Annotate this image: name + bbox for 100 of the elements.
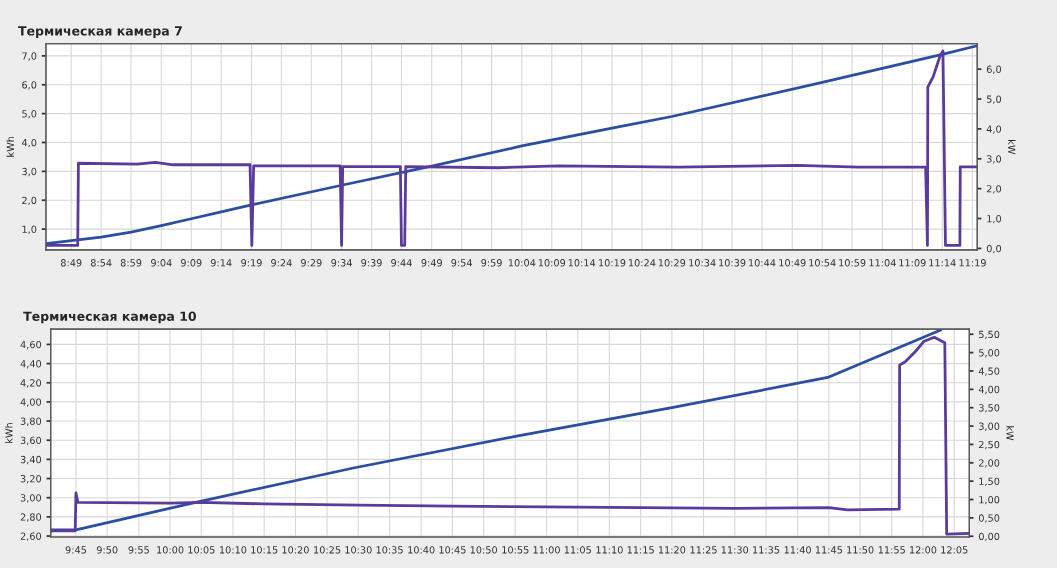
x-tick-label: 11:05 [564, 546, 591, 554]
y2-tick-label: 4,50 [978, 367, 1000, 376]
x-tick-label: 10:14 [568, 259, 596, 267]
x-tick-label: 9:04 [151, 259, 172, 267]
y2-tick-label: 2,50 [979, 440, 1000, 450]
x-tick-label: 9:19 [241, 259, 262, 267]
x-tick-label: 11:10 [596, 546, 623, 554]
x-tick-label: 10:55 [502, 546, 529, 554]
x-tick-label: 9:50 [96, 546, 118, 554]
x-tick-label: 11:40 [784, 546, 811, 554]
x-tick-label: 12:00 [910, 546, 937, 554]
y2-tick-label: 0,0 [986, 244, 1002, 254]
x-tick-label: 11:50 [847, 546, 874, 554]
y-tick-label: 4,0 [21, 138, 37, 148]
y-tick-label: 4,60 [20, 340, 42, 350]
x-tick-label: 8:49 [60, 259, 82, 267]
x-tick-label: 12:05 [941, 546, 968, 554]
x-tick-label: 9:55 [128, 546, 149, 554]
chart-title: Термическая камера 7 [18, 26, 182, 38]
x-tick-label: 9:34 [331, 259, 352, 267]
x-tick-label: 9:24 [271, 259, 292, 267]
x-tick-label: 11:55 [878, 546, 905, 554]
y2-tick-label: 2,00 [979, 459, 1000, 468]
y2-axis-title: kW [1008, 140, 1016, 155]
x-tick-label: 9:45 [65, 546, 87, 554]
y2-tick-label: 1,50 [979, 477, 1000, 486]
x-tick-label: 10:34 [689, 259, 716, 267]
y2-tick-label: 1,00 [979, 496, 1000, 505]
x-tick-label: 10:39 [719, 259, 746, 267]
x-tick-label: 9:49 [421, 259, 442, 267]
x-tick-label: 10:49 [779, 259, 806, 267]
y-tick-label: 4,00 [20, 398, 42, 407]
y-tick-label: 3,60 [20, 436, 42, 446]
x-tick-label: 9:54 [451, 259, 473, 267]
x-tick-label: 11:25 [690, 546, 717, 554]
y2-tick-label: 0,50 [978, 514, 1000, 523]
y-tick-label: 2,80 [20, 513, 42, 522]
y2-tick-label: 2,0 [986, 185, 1002, 194]
y2-tick-label: 4,00 [978, 385, 1000, 395]
x-tick-label: 10:05 [188, 546, 215, 554]
x-tick-label: 11:20 [658, 546, 686, 554]
x-tick-label: 10:15 [251, 546, 278, 554]
x-tick-label: 9:09 [180, 259, 202, 267]
x-tick-label: 10:45 [439, 546, 466, 554]
y-tick-label: 4,40 [20, 360, 42, 369]
y-axis-title: kWh [5, 423, 13, 443]
x-tick-label: 9:59 [481, 259, 502, 267]
x-tick-label: 10:10 [220, 546, 247, 554]
x-tick-label: 9:44 [391, 259, 412, 267]
x-tick-label: 10:00 [157, 546, 184, 554]
x-tick-label: 10:29 [658, 259, 686, 267]
y2-tick-label: 0,00 [978, 532, 1000, 542]
y-tick-label: 3,80 [20, 417, 42, 426]
y-tick-label: 3,0 [22, 167, 37, 177]
x-tick-label: 11:45 [815, 546, 843, 554]
x-tick-label: 10:40 [408, 546, 435, 554]
y-axis-title: kWh [6, 136, 14, 157]
y-tick-label: 4,20 [20, 379, 42, 388]
y-tick-label: 3,20 [20, 475, 42, 484]
x-tick-label: 9:14 [210, 259, 232, 267]
x-tick-label: 11:35 [753, 546, 780, 554]
x-tick-label: 10:35 [376, 546, 403, 554]
y2-tick-label: 5,00 [979, 349, 1000, 358]
y-tick-label: 1,0 [22, 225, 37, 234]
y2-tick-label: 3,0 [986, 155, 1002, 164]
y2-tick-label: 5,50 [979, 330, 1000, 340]
x-tick-label: 11:00 [533, 546, 560, 554]
y2-tick-label: 4,0 [986, 125, 1002, 134]
y-tick-label: 2,0 [22, 196, 37, 206]
chart-title: Термическая камера 10 [23, 311, 197, 324]
x-tick-label: 11:09 [899, 259, 926, 267]
x-tick-label: 10:09 [538, 259, 566, 267]
x-tick-label: 10:50 [470, 546, 498, 554]
x-tick-label: 9:29 [301, 259, 322, 267]
y-tick-label: 2,60 [20, 532, 42, 541]
x-tick-label: 10:20 [282, 546, 309, 554]
y2-tick-label: 6,0 [986, 65, 1002, 74]
y-tick-label: 6,0 [22, 81, 37, 90]
x-tick-label: 11:15 [627, 546, 654, 554]
x-tick-label: 10:24 [628, 259, 656, 267]
x-tick-label: 11:04 [869, 259, 896, 267]
x-tick-label: 10:44 [749, 259, 776, 267]
y-tick-label: 3,00 [20, 494, 42, 503]
y2-tick-label: 1,0 [987, 215, 1002, 224]
x-tick-label: 9:39 [361, 259, 382, 267]
x-tick-label: 10:59 [839, 259, 866, 267]
x-tick-label: 11:14 [929, 259, 956, 267]
y-tick-label: 3,40 [20, 455, 42, 465]
x-tick-label: 10:04 [508, 259, 536, 267]
x-tick-label: 10:25 [314, 546, 341, 554]
x-tick-label: 11:19 [959, 259, 986, 267]
x-tick-label: 10:19 [599, 259, 626, 267]
y2-tick-label: 5,0 [986, 95, 1002, 104]
x-tick-label: 8:59 [120, 259, 142, 267]
x-tick-label: 10:54 [809, 259, 836, 267]
y-tick-label: 7,0 [22, 52, 37, 61]
y2-tick-label: 3,00 [979, 422, 1000, 431]
x-tick-label: 11:30 [721, 546, 749, 554]
x-tick-label: 8:54 [90, 259, 112, 267]
x-tick-label: 10:30 [345, 546, 372, 554]
